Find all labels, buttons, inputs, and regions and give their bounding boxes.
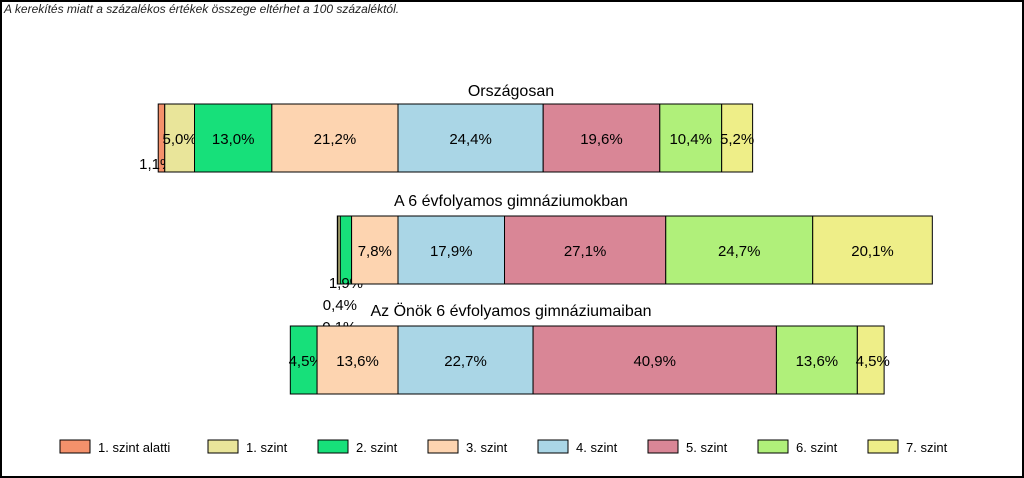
bar-segment xyxy=(289,325,318,395)
data-label: 7,8% xyxy=(358,243,392,260)
bar-segment xyxy=(721,103,754,173)
data-label: 5,2% xyxy=(720,131,754,148)
data-label: 0,4% xyxy=(323,297,357,314)
bar-segment xyxy=(542,103,661,173)
bar-segment xyxy=(532,325,777,395)
legend-swatch xyxy=(317,439,349,454)
bar-segment xyxy=(397,325,534,395)
legend-swatch xyxy=(647,439,679,454)
data-label: 13,6% xyxy=(336,353,379,370)
data-label: 20,1% xyxy=(851,243,894,260)
bar-segment xyxy=(856,325,885,395)
bar-segment xyxy=(812,215,933,285)
data-label: 24,4% xyxy=(449,131,492,148)
bar-segment xyxy=(339,215,353,285)
bar-segment xyxy=(504,215,667,285)
data-label: 22,7% xyxy=(444,353,487,370)
bar-segment xyxy=(397,103,544,173)
data-label: 13,6% xyxy=(796,353,839,370)
legend-swatch xyxy=(757,439,789,454)
data-label: 4,5% xyxy=(289,353,323,370)
legend-label: 7. szint xyxy=(906,440,948,455)
legend-swatch xyxy=(207,439,239,454)
bar-segment xyxy=(271,103,399,173)
data-label: 10,4% xyxy=(669,131,712,148)
legend-label: 4. szint xyxy=(576,440,618,455)
legend-swatch xyxy=(427,439,459,454)
legend-label: 3. szint xyxy=(466,440,508,455)
group-title: A 6 évfolyamos gimnáziumokban xyxy=(394,193,628,210)
data-label: 24,7% xyxy=(718,243,761,260)
rounding-note: A kerekítés miatt a százalékos értékek ö… xyxy=(4,2,400,16)
data-label: 13,0% xyxy=(212,131,255,148)
data-label: 5,0% xyxy=(163,131,197,148)
legend-label: 1. szint xyxy=(246,440,288,455)
group-title: Az Önök 6 évfolyamos gimnáziumaiban xyxy=(370,302,651,320)
legend-label: 5. szint xyxy=(686,440,728,455)
data-label: 40,9% xyxy=(633,353,676,370)
data-label: 19,6% xyxy=(580,131,623,148)
bar-segment xyxy=(316,325,399,395)
legend-label: 2. szint xyxy=(356,440,398,455)
bar-segment xyxy=(351,215,399,285)
data-label: 21,2% xyxy=(314,131,357,148)
legend-swatch xyxy=(537,439,569,454)
legend-swatch xyxy=(867,439,899,454)
data-label: 17,9% xyxy=(430,243,473,260)
data-label: 4,5% xyxy=(856,353,890,370)
bar-segment xyxy=(665,215,814,285)
bar-segment xyxy=(194,103,273,173)
legend-label: 1. szint alatti xyxy=(98,440,170,455)
group-title: Országosan xyxy=(468,83,554,100)
bar-segment xyxy=(164,103,196,173)
bar-segment xyxy=(775,325,858,395)
bar-segment xyxy=(397,215,505,285)
bar-segment xyxy=(659,103,723,173)
data-label: 27,1% xyxy=(564,243,607,260)
legend-swatch xyxy=(59,439,91,454)
legend-label: 6. szint xyxy=(796,440,838,455)
